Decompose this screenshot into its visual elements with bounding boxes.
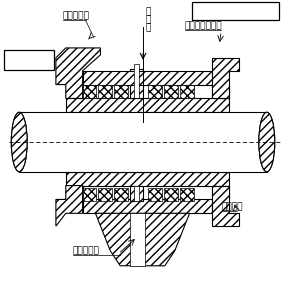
Text: 水: 水 [146,23,151,32]
Bar [134,185,139,201]
Ellipse shape [259,112,275,172]
Bar [66,83,83,99]
Bar [66,99,229,112]
Text: パッキン押さえ: パッキン押さえ [184,21,222,30]
Polygon shape [95,213,189,266]
Polygon shape [56,185,83,226]
Bar [130,69,143,99]
Bar [83,85,97,99]
Ellipse shape [259,112,275,172]
Text: 圧: 圧 [146,7,151,16]
Bar [148,85,162,99]
Bar [212,83,229,99]
Bar [134,64,139,99]
Polygon shape [56,48,100,99]
Bar [114,187,128,201]
Ellipse shape [11,112,27,172]
Bar [130,185,143,201]
Bar [180,85,194,99]
Bar [4,50,54,70]
Text: 内　部: 内 部 [20,55,38,65]
Polygon shape [212,58,239,99]
Bar [114,85,128,99]
Bar [66,172,229,185]
Bar [164,85,178,99]
Text: ケーシング: ケーシング [63,11,90,20]
Bar [164,187,178,201]
Bar [130,213,145,266]
Polygon shape [212,185,239,226]
Bar [66,185,83,201]
Text: 封水リング: 封水リング [73,246,100,255]
Bar [19,112,267,172]
Text: 外　部: 外 部 [226,6,244,16]
Bar [83,187,97,201]
Text: スリーブ: スリーブ [221,202,243,211]
Bar [98,85,112,99]
Bar [148,187,162,201]
Bar [212,185,229,201]
Bar [98,187,112,201]
Bar [83,71,212,85]
Bar [180,187,194,201]
Bar [191,2,279,20]
Bar [134,64,139,99]
Bar [83,199,212,213]
Ellipse shape [11,112,27,172]
Text: カ: カ [146,15,151,24]
